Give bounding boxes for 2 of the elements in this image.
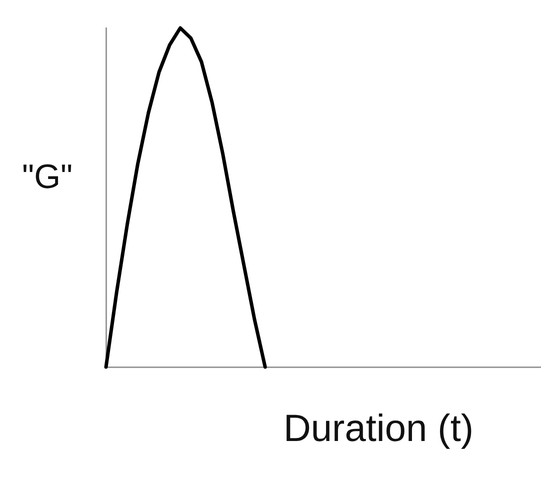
y-axis-title: "G" bbox=[22, 158, 73, 197]
x-axis-title: Duration (t) bbox=[282, 408, 475, 451]
